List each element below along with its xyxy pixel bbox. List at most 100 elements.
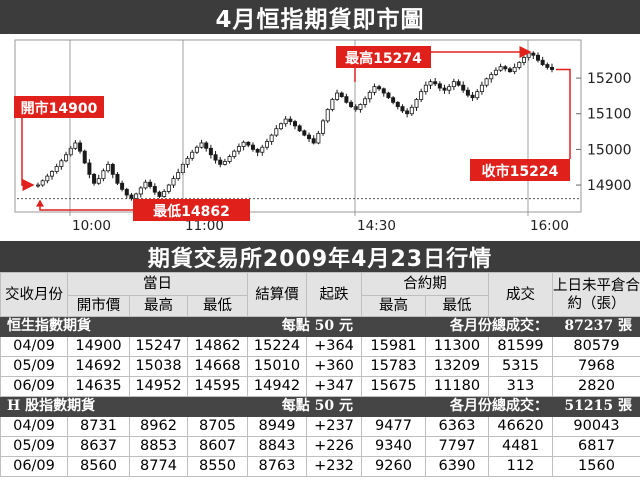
candle <box>82 149 87 165</box>
table-cell: +360 <box>306 356 362 377</box>
section-unit: 每點 50 元 <box>247 396 362 417</box>
candle <box>479 81 484 95</box>
table-cell: 14952 <box>129 376 188 397</box>
section-header: 恒生指數期貨 每點 50 元各月份總成交： 87237 張 <box>0 316 640 337</box>
candle <box>437 81 442 92</box>
table-cell: 112 <box>488 456 553 477</box>
table-cell: 313 <box>488 376 553 397</box>
table-cell: 11300 <box>425 336 489 357</box>
market-table: 交收月份 當日 結算價 起跌 合約期 成交 上日未平倉合約（張） 開市價 最高 … <box>0 272 640 477</box>
candle <box>503 65 508 72</box>
candle <box>269 133 274 145</box>
table-cell: 15247 <box>129 336 188 357</box>
table-cell: 14668 <box>187 356 248 377</box>
col-settle: 結算價 <box>247 272 307 317</box>
close-label-text: 收市15224 <box>482 163 559 180</box>
col-day: 當日 <box>67 272 248 296</box>
candle <box>550 63 555 73</box>
table-cell: +237 <box>306 416 362 437</box>
candle <box>540 56 545 67</box>
table-cell: 05/09 <box>0 356 68 377</box>
table-cell: 8560 <box>67 456 130 477</box>
low-arrow-head <box>36 199 44 207</box>
candle <box>405 108 410 118</box>
candle <box>386 91 391 99</box>
table-cell: 9260 <box>361 456 426 477</box>
candle <box>213 151 218 164</box>
candle <box>129 192 134 201</box>
table-cell: 15224 <box>247 336 307 357</box>
table-cell: 7968 <box>552 356 640 377</box>
candle <box>250 142 255 152</box>
candle <box>391 96 396 105</box>
candle <box>311 135 316 145</box>
candle <box>64 151 69 163</box>
candle <box>344 93 349 104</box>
high-label: 最高15274 <box>336 46 431 68</box>
candle <box>162 189 167 198</box>
candle <box>78 140 83 154</box>
table-cell: +364 <box>306 336 362 357</box>
candle <box>110 162 115 179</box>
table-row: 06/09 8560 8774 8550 8763 +232 9260 6390 112 1560 <box>0 456 640 477</box>
section-total: 87237 張 <box>552 316 640 337</box>
candle <box>456 79 461 87</box>
candle <box>395 101 400 110</box>
candle <box>50 170 55 180</box>
table-cell: 8853 <box>129 436 188 457</box>
y-tick-label: 14900 <box>587 178 632 194</box>
candle <box>278 122 283 131</box>
x-tick-label: 16:00 <box>530 218 569 234</box>
candle <box>68 145 73 157</box>
chart-title: 4月恒指期貨即市圖 <box>0 0 640 34</box>
candle <box>260 144 265 156</box>
table-row: 04/09 14900 15247 14862 15224 +364 15981 11300 8… <box>0 336 640 357</box>
x-tick-label: 14:30 <box>357 218 396 234</box>
table-cell: 6817 <box>552 436 640 457</box>
col-contract-month: 交收月份 <box>0 272 68 317</box>
table-cell: 8763 <box>247 456 307 477</box>
header-row-2: 開市價 最高 最低 最高 最低 <box>1 295 640 317</box>
candle <box>54 163 59 174</box>
candle <box>73 139 78 150</box>
candle <box>96 174 101 185</box>
candle <box>367 90 372 103</box>
table-cell: 8705 <box>187 416 248 437</box>
section-total: 51215 張 <box>552 396 640 417</box>
high-label-text: 最高15274 <box>345 50 422 67</box>
section-name: H 股指數期貨 <box>0 396 248 417</box>
candle <box>292 119 297 130</box>
candle <box>241 140 246 151</box>
table-cell: 4481 <box>488 436 553 457</box>
candle <box>283 116 288 127</box>
candle <box>236 143 241 155</box>
candle <box>325 108 330 123</box>
table-cell: 9340 <box>361 436 426 457</box>
low-label: 最低14862 <box>133 199 250 221</box>
candle <box>194 145 199 154</box>
col-contract-low: 最低 <box>425 295 489 317</box>
candle <box>363 96 368 108</box>
candle <box>433 78 438 87</box>
candle <box>512 63 517 75</box>
table-cell: 04/09 <box>0 336 68 357</box>
candle <box>507 66 512 73</box>
candle <box>297 124 302 133</box>
candle <box>232 149 237 159</box>
col-open-interest: 上日未平倉合約（張） <box>552 272 640 317</box>
table-cell: 8607 <box>187 436 248 457</box>
candle <box>381 87 386 97</box>
table-cell: 14692 <box>67 356 130 377</box>
candle <box>199 139 204 149</box>
intraday-chart: 14900 15000 15100 15200 10:00 11:00 14:30 16:0… <box>14 39 632 234</box>
candle <box>489 72 494 83</box>
open-label: 開市14900 <box>14 96 104 118</box>
candle <box>190 149 195 161</box>
candle <box>442 84 447 94</box>
table-cell: 15783 <box>361 356 426 377</box>
candle <box>484 77 489 88</box>
table-cell: 7797 <box>425 436 489 457</box>
section-name: 恒生指數期貨 <box>0 316 248 337</box>
candle <box>59 158 64 170</box>
candle <box>307 132 312 143</box>
